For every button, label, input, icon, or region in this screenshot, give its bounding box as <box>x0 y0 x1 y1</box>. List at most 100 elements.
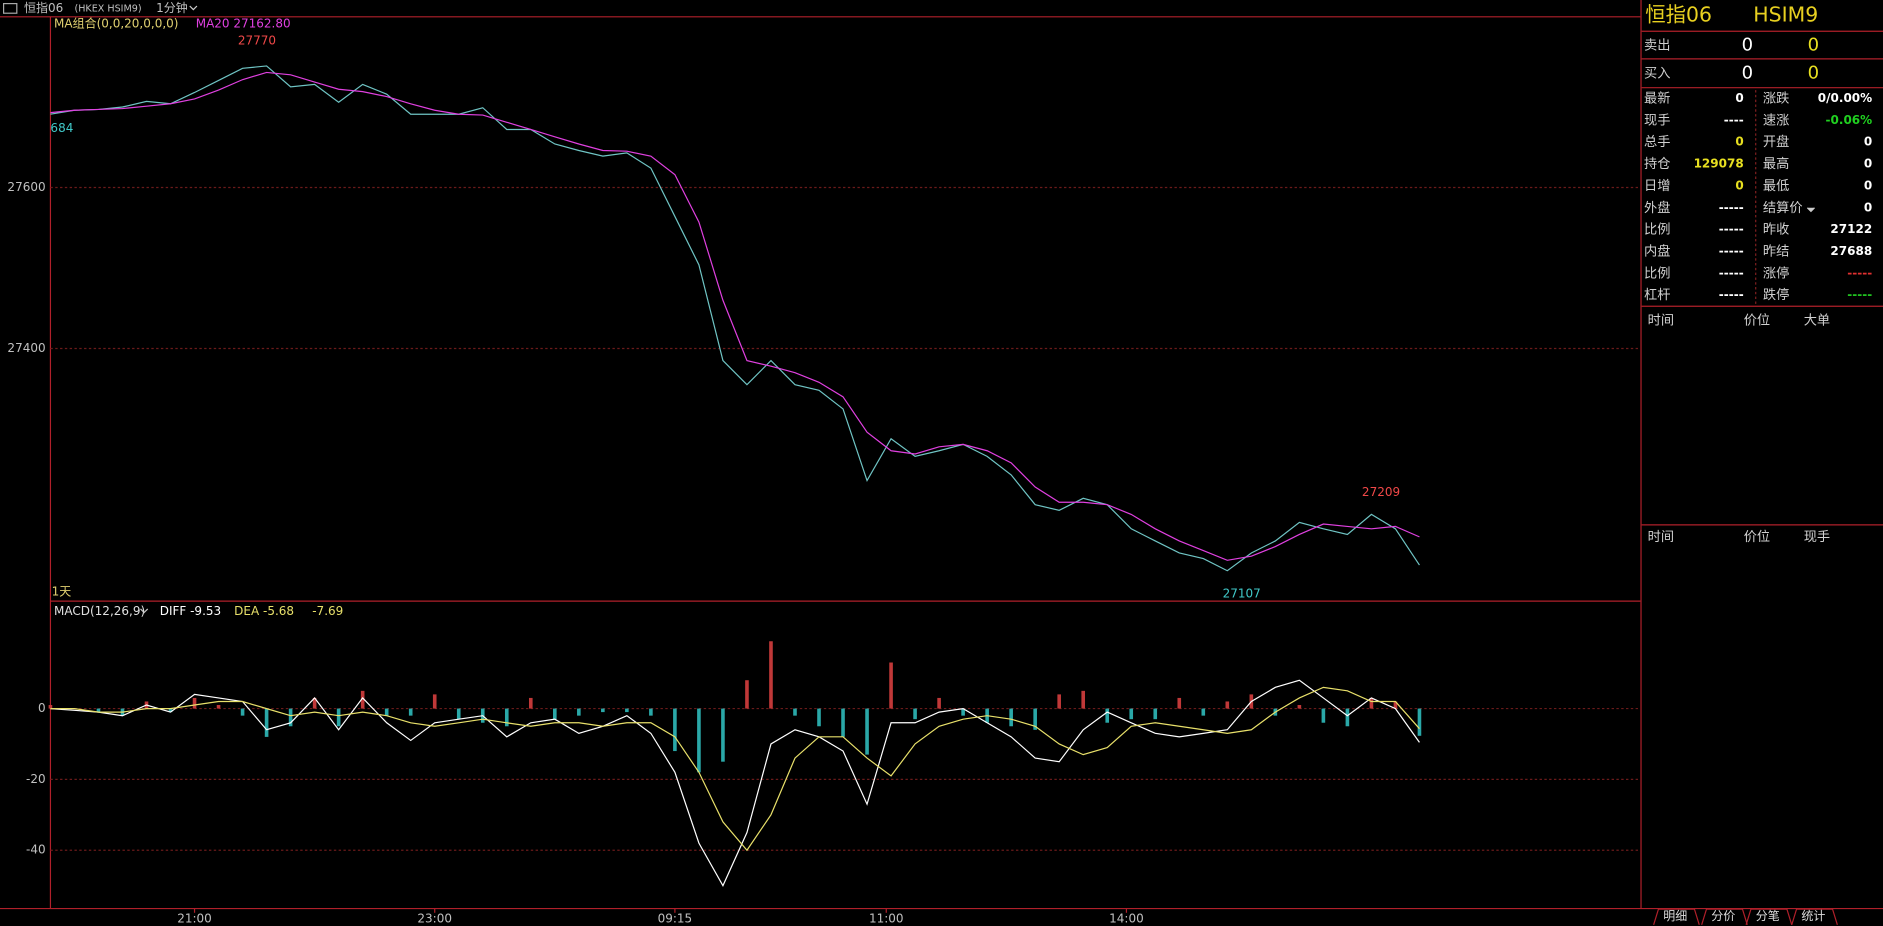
panel-header: 价位 <box>1744 529 1770 545</box>
tab-shape[interactable] <box>1745 908 1793 925</box>
tab-label[interactable]: 分笔 <box>1756 908 1780 923</box>
period-dropdown[interactable] <box>189 5 198 11</box>
header-title: 恒指06 <box>24 0 63 15</box>
macd-label: DEA -5.68 <box>234 604 294 618</box>
buy-label: 买入 <box>1644 65 1670 81</box>
macd-bar <box>384 708 389 716</box>
quote-label: 涨跌 <box>1763 90 1789 106</box>
quote-label: 开盘 <box>1763 133 1789 150</box>
quote-value: 0 <box>1864 157 1872 171</box>
quote-value: ----- <box>1719 266 1744 280</box>
quote-label: 现手 <box>1644 112 1670 128</box>
tab-label[interactable]: 统计 <box>1801 909 1825 923</box>
quote-label: 结算价 <box>1763 200 1803 216</box>
sell-label: 卖出 <box>1644 38 1670 54</box>
macd-bar <box>721 708 725 762</box>
quote-label: 外盘 <box>1644 199 1670 216</box>
macd-bar <box>528 697 533 709</box>
quote-value: 0 <box>1864 178 1872 192</box>
sell-volume: 0 <box>1808 35 1819 56</box>
quote-label: 涨停 <box>1763 264 1789 281</box>
quote-label: 杠杆 <box>1644 287 1670 303</box>
quote-name: 恒指06 <box>1645 3 1712 27</box>
macd-bar <box>1105 708 1110 723</box>
extreme-label: 27209 <box>1362 485 1400 499</box>
panel-header: 大单 <box>1804 313 1830 329</box>
macd-bar <box>673 708 677 752</box>
header-period[interactable]: 1分钟 <box>156 0 188 15</box>
macd-bar <box>913 708 917 720</box>
quote-value: ----- <box>1847 266 1872 280</box>
quote-value: 0 <box>1735 178 1743 192</box>
tab-label[interactable]: 明细 <box>1663 909 1687 923</box>
macd-bar <box>1417 708 1422 736</box>
settle-dropdown[interactable] <box>1806 207 1815 213</box>
macd-bar <box>1225 701 1230 709</box>
macd-bar <box>1393 701 1398 709</box>
series-line <box>50 65 1420 572</box>
macd-bar <box>1081 690 1086 709</box>
y-tick-label: -40 <box>26 843 46 857</box>
macd-bar <box>697 708 701 773</box>
quote-label: 最新 <box>1644 90 1670 106</box>
macd-bar <box>48 705 53 709</box>
panel-header: 价位 <box>1744 313 1770 329</box>
quote-label: 比例 <box>1644 265 1670 281</box>
quote-value: ----- <box>1719 288 1744 302</box>
series-line <box>50 71 1420 561</box>
macd-bar <box>625 708 629 713</box>
x-tick-label: 11:00 <box>869 911 904 925</box>
quote-value: 0 <box>1864 200 1872 214</box>
macd-bar <box>601 708 605 713</box>
macd-bar <box>937 697 941 709</box>
series-line <box>50 679 1420 887</box>
sell-price: 0 <box>1742 35 1753 56</box>
buy-price: 0 <box>1742 62 1753 83</box>
macd-label: -7.69 <box>312 604 343 618</box>
quote-label: 日增 <box>1644 178 1670 194</box>
quote-label: 跌停 <box>1763 286 1789 303</box>
macd-bar <box>216 705 221 709</box>
quote-value: ----- <box>1719 200 1744 214</box>
quote-panel: 最新 0 涨跌 0/0.00% 现手 ---- 速涨 -0.06% 总手 0 开盘 0 持仓 129078… <box>1644 90 1872 925</box>
quote-value: 129078 <box>1694 157 1744 171</box>
y-tick-label: 27400 <box>7 341 45 355</box>
tab-shape[interactable] <box>1701 908 1748 925</box>
window-icon[interactable] <box>3 3 18 14</box>
extreme-label: 27107 <box>1223 587 1261 601</box>
macd-bar <box>504 708 509 727</box>
quote-value: ----- <box>1719 244 1744 258</box>
quote-label: 总手 <box>1644 134 1670 150</box>
quote-value: 0 <box>1735 91 1743 105</box>
tab-shape[interactable] <box>1791 908 1838 925</box>
macd-bar <box>817 708 821 727</box>
panel-header: 时间 <box>1648 313 1674 329</box>
tab-label[interactable]: 分价 <box>1711 909 1735 923</box>
macd-bar <box>1153 708 1158 720</box>
macd-bar <box>192 697 197 709</box>
tab-shape[interactable] <box>1653 908 1700 925</box>
dropdown[interactable] <box>140 608 149 614</box>
macd-bar <box>889 662 893 709</box>
quote-value: ----- <box>1847 288 1872 302</box>
panel-header: 现手 <box>1804 529 1830 545</box>
macd-bar <box>793 708 797 716</box>
macd-bar <box>1129 708 1134 720</box>
x-tick-label: 23:00 <box>417 911 452 925</box>
quote-label: 最高 <box>1763 155 1789 172</box>
y-tick-label: -20 <box>26 772 46 786</box>
macd-bar <box>1201 708 1206 716</box>
y-tick-label: 0 <box>38 701 46 715</box>
macd-bar <box>312 697 317 709</box>
quote-label: 持仓 <box>1644 156 1670 172</box>
macd-bar <box>865 708 869 755</box>
macd-bar <box>553 708 557 720</box>
quote-value: 0 <box>1735 135 1743 149</box>
macd-bar <box>1009 708 1013 727</box>
macd-bar <box>1177 697 1182 709</box>
quote-value: 27122 <box>1830 222 1872 236</box>
macd-bar <box>168 708 173 713</box>
macd-bar <box>1057 694 1061 709</box>
legend-entry: MA20 27162.80 <box>196 17 291 31</box>
